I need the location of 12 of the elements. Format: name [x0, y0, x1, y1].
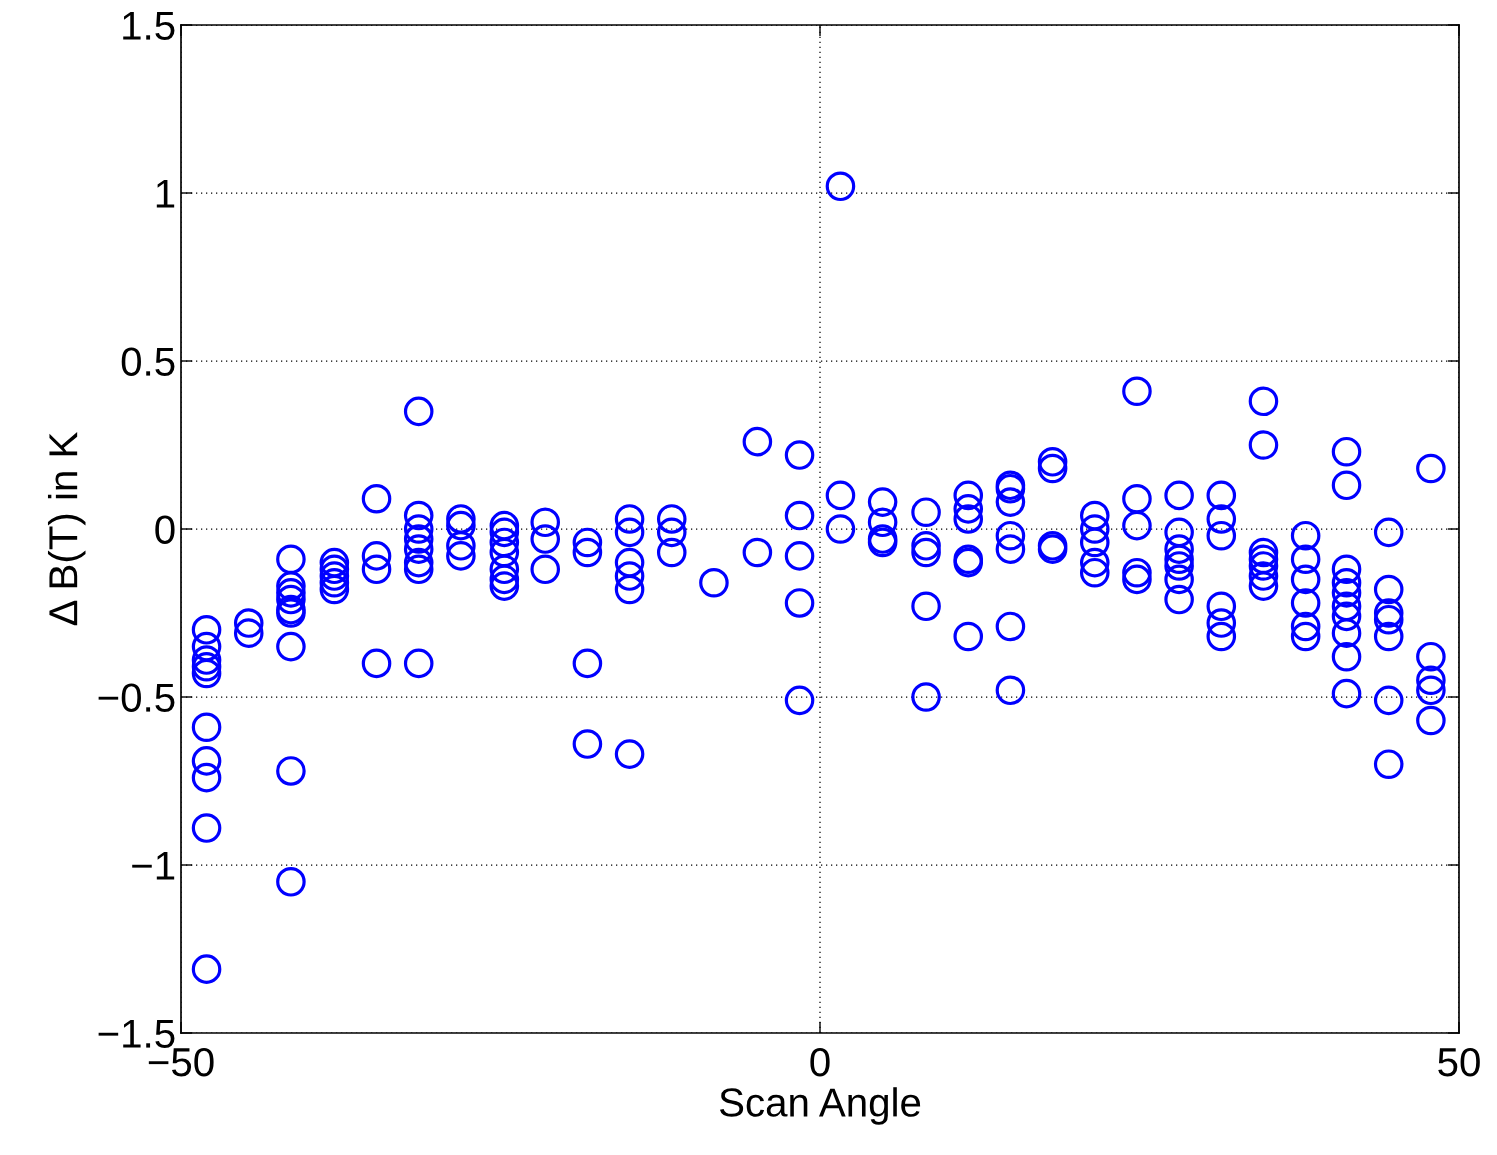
x-tick-label: 50	[1438, 1047, 1480, 1077]
y-tick-label: 1.5	[123, 11, 175, 40]
y-tick-label: −0.5	[98, 683, 175, 712]
x-tick-label: 0	[810, 1047, 830, 1077]
y-tick-label: 0.5	[121, 347, 175, 376]
x-axis-title: Scan Angle	[719, 1087, 921, 1125]
y-tick-label: −1	[132, 851, 175, 880]
y-tick-label: −1.5	[98, 1019, 175, 1048]
y-tick-label: 1	[156, 179, 175, 208]
y-axis-title: Δ B(T) in K	[47, 432, 86, 626]
y-tick-label: 0	[155, 515, 175, 544]
x-tick-label: −50	[148, 1047, 214, 1077]
